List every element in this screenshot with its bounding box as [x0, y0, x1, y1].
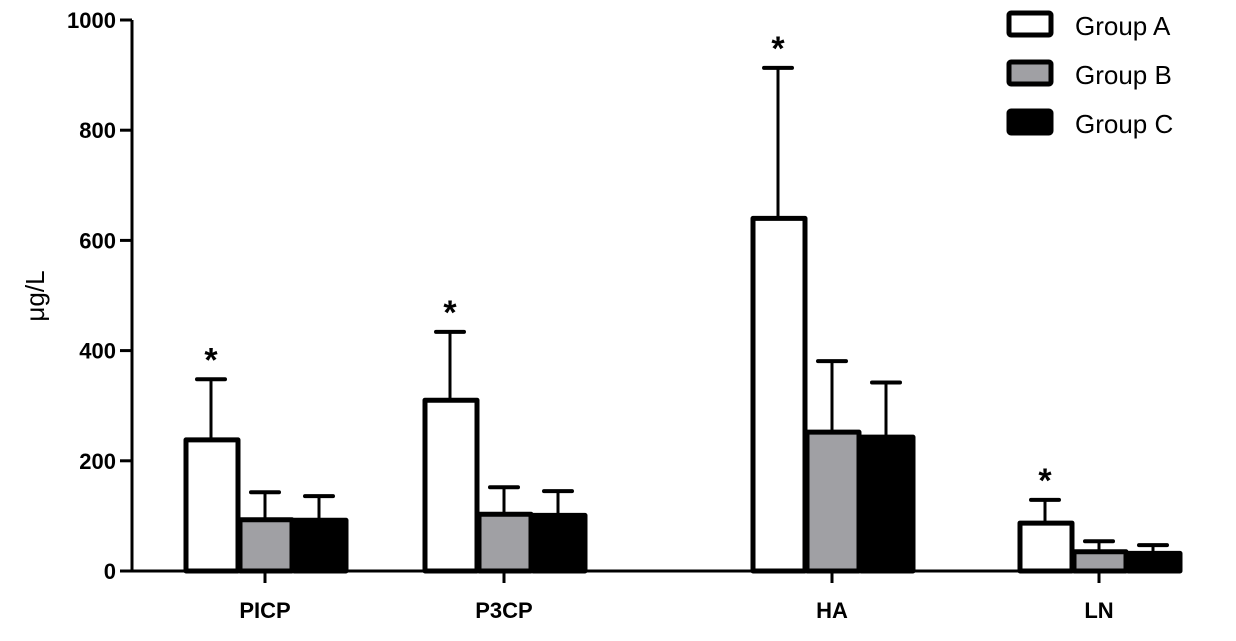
y-tick-label: 800 [79, 118, 116, 143]
bar-group-b [476, 511, 534, 574]
legend-swatch [1006, 108, 1054, 136]
category-group-p3cp: * [422, 294, 588, 574]
bar-group-a [750, 215, 808, 574]
bar-group-c [858, 434, 916, 574]
y-tick-label: 400 [79, 339, 116, 364]
legend-label: Group A [1075, 11, 1171, 41]
bar-group-c [291, 517, 349, 574]
legend-label: Group B [1075, 60, 1172, 90]
bar-group-a [422, 397, 480, 574]
legend: Group A Group B Group C [1006, 10, 1173, 139]
x-tick-label: PICP [239, 598, 290, 623]
x-tick-label: P3CP [475, 598, 532, 623]
y-axis-label: μg/L [20, 270, 50, 321]
y-tick-label: 200 [79, 449, 116, 474]
bar-group-a [1017, 520, 1075, 574]
x-tick-label: LN [1084, 598, 1113, 623]
bar-group-b [804, 429, 862, 574]
significance-marker: * [771, 30, 785, 68]
bar-group-b [237, 517, 295, 574]
bars: * * * * [183, 30, 1183, 574]
y-tick-label: 600 [79, 228, 116, 253]
significance-marker: * [204, 341, 218, 379]
legend-item-group-a: Group A [1006, 10, 1171, 41]
legend-item-group-c: Group C [1006, 108, 1173, 139]
bar-group-c [1125, 550, 1183, 574]
bar-group-b [1071, 549, 1129, 574]
x-tick-label: HA [816, 598, 848, 623]
bar-group-c [530, 512, 588, 574]
significance-marker: * [443, 294, 457, 332]
y-tick-label: 0 [104, 559, 116, 584]
bar-group-a [183, 437, 241, 574]
y-tick-label: 1000 [67, 8, 116, 33]
legend-item-group-b: Group B [1006, 59, 1172, 90]
legend-swatch [1006, 10, 1054, 38]
significance-marker: * [1038, 462, 1052, 500]
category-group-picp: * [183, 341, 349, 574]
legend-label: Group C [1075, 109, 1173, 139]
y-axis: 0 200 400 600 800 1000 [67, 8, 134, 584]
x-axis: PICP P3CP HA LN [130, 569, 1160, 623]
legend-swatch [1006, 59, 1054, 87]
category-group-ln: * [1017, 462, 1183, 574]
category-group-ha: * [750, 30, 916, 574]
